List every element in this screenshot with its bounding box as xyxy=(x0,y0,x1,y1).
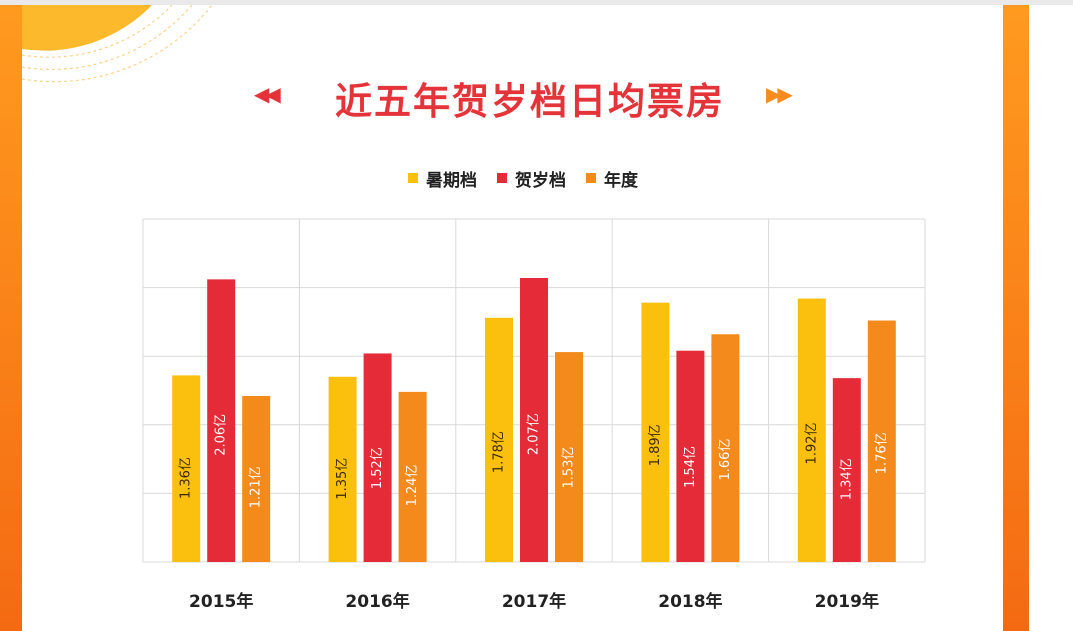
title-right-arrows-icon: ▶▶ xyxy=(766,82,793,106)
bar-2-4 xyxy=(676,350,705,562)
bar-data-label: 1.35亿 xyxy=(335,458,350,500)
legend-label-newyear: 贺岁档 xyxy=(515,170,566,191)
legend-swatch-newyear xyxy=(497,173,507,183)
title-container: 近五年贺岁档日均票房 xyxy=(250,70,810,126)
x-axis-tick-label: 2015年 xyxy=(189,591,253,612)
bar-data-label: 1.21亿 xyxy=(249,466,264,508)
legend-item-annual: 年度 xyxy=(586,166,638,191)
bar-data-label: 1.36亿 xyxy=(179,457,194,499)
bar-data-label: 1.52亿 xyxy=(370,447,385,489)
bar-data-label: 2.07亿 xyxy=(527,413,542,455)
sun-corner-decoration xyxy=(22,5,213,83)
bar-1-1 xyxy=(172,375,201,562)
bar-data-label: 1.76亿 xyxy=(874,432,889,474)
chart-legend: 暑期档 贺岁档 年度 xyxy=(408,166,638,191)
bar-data-label: 1.53亿 xyxy=(562,447,577,489)
legend-label-annual: 年度 xyxy=(604,170,638,191)
bar-data-label: 2.06亿 xyxy=(214,414,229,456)
x-axis-tick-label: 2018年 xyxy=(658,591,722,612)
bar-2-2 xyxy=(363,353,392,562)
bar-data-label: 1.66亿 xyxy=(718,439,733,481)
title-left-arrows-icon: ◀◀ xyxy=(254,82,281,106)
legend-item-newyear: 贺岁档 xyxy=(497,166,566,191)
top-strip xyxy=(0,0,1073,5)
bar-2-1 xyxy=(207,279,236,562)
bar-data-label: 1.78亿 xyxy=(492,431,507,473)
bar-1-3 xyxy=(485,317,513,562)
bar-data-label: 1.24亿 xyxy=(405,464,420,506)
legend-swatch-summer xyxy=(408,173,418,183)
bar-3-3 xyxy=(555,352,583,562)
bar-data-label: 1.89亿 xyxy=(648,424,663,466)
bar-1-2 xyxy=(328,376,357,562)
bar-data-label: 1.34亿 xyxy=(839,458,854,500)
bar-2-5 xyxy=(832,378,861,562)
bar-1-5 xyxy=(797,298,826,562)
bar-3-2 xyxy=(398,391,427,562)
bar-3-5 xyxy=(867,320,896,562)
bar-3-1 xyxy=(242,395,271,562)
x-axis-tick-label: 2017年 xyxy=(502,591,566,612)
bar-data-label: 1.92亿 xyxy=(804,422,819,464)
legend-item-summer: 暑期档 xyxy=(408,166,477,191)
bar-3-4 xyxy=(711,334,740,562)
legend-label-summer: 暑期档 xyxy=(426,170,477,191)
bar-2-3 xyxy=(520,277,548,562)
x-axis-tick-label: 2019年 xyxy=(815,591,879,612)
x-axis-tick-label: 2016年 xyxy=(345,591,409,612)
legend-swatch-annual xyxy=(586,173,596,183)
right-orange-border xyxy=(1003,5,1029,631)
bar-1-4 xyxy=(641,302,670,562)
left-orange-border xyxy=(0,5,22,631)
bar-data-label: 1.54亿 xyxy=(683,446,698,488)
chart-title: 近五年贺岁档日均票房 xyxy=(335,80,725,123)
